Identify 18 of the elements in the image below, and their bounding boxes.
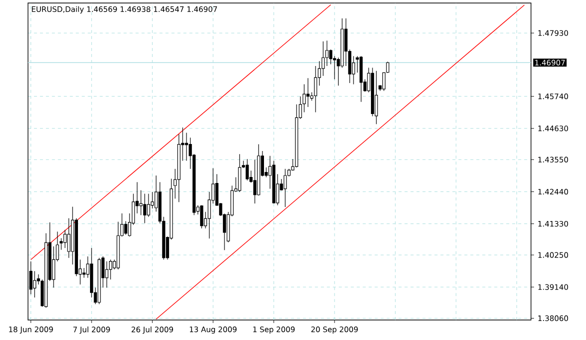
candlestick <box>146 193 150 218</box>
candlestick <box>82 268 86 278</box>
candlestick <box>325 40 329 66</box>
candlestick <box>306 78 310 108</box>
candlestick <box>360 56 363 102</box>
candlestick <box>109 259 112 280</box>
candlestick <box>177 134 180 202</box>
candlestick <box>382 72 386 92</box>
candlestick <box>33 270 36 298</box>
candlestick <box>44 233 48 308</box>
candlestick <box>63 230 67 248</box>
candlestick <box>116 221 120 270</box>
candlestick <box>370 67 374 117</box>
candlestick <box>139 190 142 216</box>
candlestick <box>257 144 260 196</box>
candlestick <box>238 154 242 192</box>
candlestick <box>295 104 298 168</box>
candlestick <box>314 66 318 113</box>
